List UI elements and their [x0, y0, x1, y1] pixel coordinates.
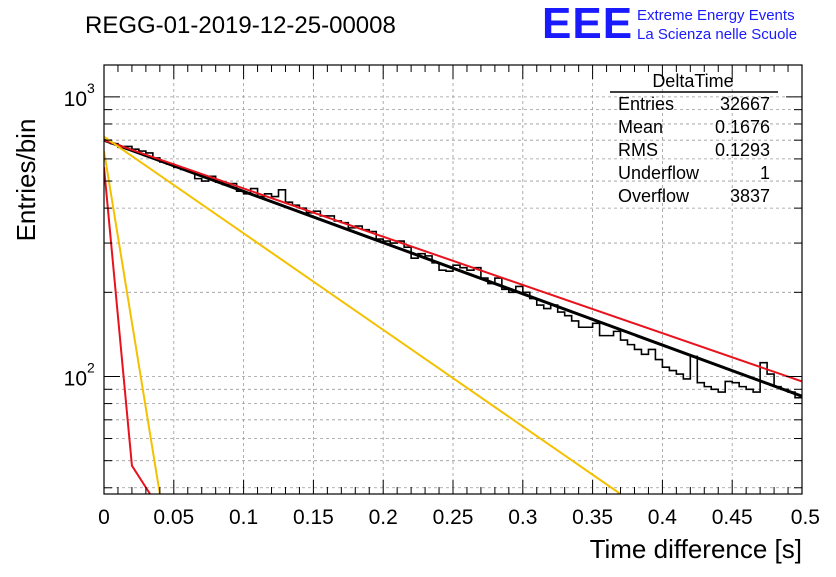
x-axis-title: Time difference [s]: [590, 534, 802, 564]
x-tick-label: 0.4: [648, 506, 678, 529]
fit-curves: [104, 135, 802, 494]
y-axis-title: Entries/bin: [11, 119, 41, 242]
stats-label: Entries: [618, 94, 674, 114]
stats-rows: Entries 32667 Mean 0.1676 RMS 0.1293 Underflow…: [618, 94, 770, 206]
stats-value: 3837: [730, 186, 770, 206]
plot-title: REGG-01-2019-12-25-00008: [85, 12, 396, 39]
stats-label: Underflow: [618, 163, 700, 183]
x-tick-label: 0.5: [791, 506, 820, 529]
stats-label: RMS: [618, 140, 658, 160]
y-tick-label-base: 10: [64, 88, 87, 111]
x-tick-label: 0.05: [153, 506, 194, 529]
axes-ticks: [103, 65, 803, 494]
fit-line-0: [104, 138, 802, 398]
x-tick-label: 0.3: [508, 506, 537, 529]
x-tick-label: 0.35: [572, 506, 613, 529]
x-tick-label: 0.25: [433, 506, 474, 529]
y-tick-label-exponent: 3: [87, 80, 95, 96]
fit-line-2: [104, 167, 151, 494]
stats-value: 1: [760, 163, 770, 183]
x-tick-label: 0.45: [712, 506, 753, 529]
x-tick-labels: 0 0.05 0.1 0.15 0.2 0.25 0.3 0.35 0.4 0.45 0.5: [98, 506, 820, 529]
fit-line-1: [104, 139, 802, 383]
stats-box: DeltaTime Entries 32667 Mean 0.1676 RMS 0.129…: [610, 71, 778, 206]
grid: [104, 65, 802, 494]
stats-value: 32667: [720, 94, 770, 114]
y-tick-label: 10 2: [64, 359, 95, 390]
y-tick-label-base: 10: [64, 367, 87, 390]
eee-logo: EEE Extreme Energy Events La Scienza nel…: [542, 0, 797, 48]
eee-logo-line1: Extreme Energy Events: [637, 7, 795, 24]
y-tick-label: 10 3: [64, 80, 95, 111]
y-tick-label-exponent: 2: [87, 359, 95, 375]
eee-logo-mark: EEE: [542, 0, 633, 48]
x-tick-label: 0.15: [293, 506, 334, 529]
stats-value: 0.1293: [715, 140, 770, 160]
stats-label: Overflow: [618, 186, 690, 206]
stats-value: 0.1676: [715, 117, 770, 137]
x-tick-label: 0.2: [369, 506, 398, 529]
stats-box-title: DeltaTime: [652, 71, 733, 91]
eee-logo-line2: La Scienza nelle Scuole: [637, 26, 797, 43]
fit-line-3: [104, 135, 622, 494]
x-tick-label: 0: [98, 506, 110, 529]
x-tick-label: 0.1: [229, 506, 258, 529]
fit-line-4: [104, 150, 161, 494]
stats-label: Mean: [618, 117, 663, 137]
